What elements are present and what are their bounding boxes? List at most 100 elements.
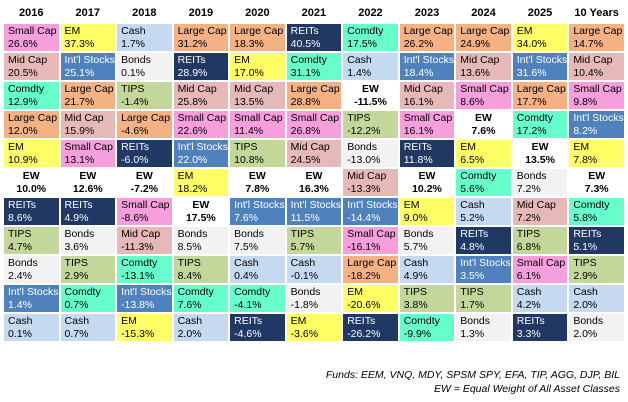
cell: TIPS 2.9% <box>567 254 626 285</box>
cell: Cash 2.0% <box>171 312 231 343</box>
asset-name: EM <box>403 198 420 211</box>
asset-name: REITs <box>234 314 263 327</box>
return-value: 1.4% <box>347 66 372 79</box>
asset-name: Mid Cap <box>516 198 556 211</box>
asset-name: Bonds <box>290 285 321 298</box>
footnote: Funds: EEM, VNQ, MDY, SPSM SPY, EFA, TIP… <box>325 369 620 381</box>
table-row: Int'l Stocks 1.4% Comdty 0.7% Int'l Stocks -1… <box>2 283 626 314</box>
cell: Large Cap 12.0% <box>2 109 61 140</box>
cell: Cash 5.2% <box>454 196 513 227</box>
return-value: -20.6% <box>347 298 381 311</box>
table-row: REITs 8.6% REITs 4.9% Small Cap -8.6% EW 17.5% I… <box>2 196 626 227</box>
asset-name: Large Cap <box>573 24 623 37</box>
cell: Mid Cap 15.9% <box>58 109 118 140</box>
asset-name: Int'l Stocks <box>177 140 229 153</box>
return-value: 7.2% <box>516 182 541 195</box>
return-value: 0.7% <box>64 298 89 311</box>
cell: EM 9.0% <box>397 196 457 227</box>
cell: Cash 4.2% <box>510 283 570 314</box>
return-value: 2.0% <box>573 298 598 311</box>
table-row: EW 10.0% EW 12.6% EW -7.2% EM 18.2% EW 7.8% EW 16.3… <box>2 167 626 198</box>
return-value: -4.6% <box>121 124 149 137</box>
cell: Bonds 2.4% <box>2 254 61 285</box>
cell: EW 7.8% <box>228 167 287 198</box>
cell: Mid Cap 13.6% <box>454 51 513 82</box>
cell: EW -7.2% <box>115 167 174 198</box>
asset-name: Large Cap <box>290 82 340 95</box>
return-value: -4.6% <box>234 327 262 340</box>
asset-name: REITs <box>347 314 376 327</box>
return-value: 18.4% <box>403 66 434 79</box>
table-row: EM 10.9% Small Cap 13.1% REITs -6.0% Int'l Sto… <box>2 138 626 169</box>
return-value: 31.6% <box>516 66 547 79</box>
return-value: -26.2% <box>347 327 381 340</box>
cell: Cash 1.7% <box>115 22 174 53</box>
cell: Comdty 17.5% <box>341 22 400 53</box>
return-value: -16.1% <box>347 240 381 253</box>
cell: Small Cap 26.8% <box>284 109 344 140</box>
cell: REITs -26.2% <box>341 312 400 343</box>
cell: REITs 40.5% <box>284 22 344 53</box>
return-value: 5.8% <box>573 211 598 224</box>
cell: Small Cap 16.1% <box>397 109 457 140</box>
asset-name: Int'l Stocks <box>573 111 624 124</box>
return-value: 10.4% <box>573 66 604 79</box>
return-value: 8.4% <box>177 269 202 282</box>
asset-name: Small Cap <box>516 256 566 269</box>
return-value: 20.5% <box>8 66 38 79</box>
asset-name: Large Cap <box>460 24 510 37</box>
return-value: 0.1% <box>121 66 145 79</box>
cell: TIPS -12.2% <box>341 109 400 140</box>
return-value: 3.3% <box>516 327 541 340</box>
return-value: 24.9% <box>460 37 491 50</box>
return-value: 5.7% <box>290 240 315 253</box>
asset-name: Small Cap <box>573 82 622 95</box>
cell: Int'l Stocks -13.8% <box>115 283 174 314</box>
column-header: 2024 <box>454 2 513 24</box>
cell: TIPS 8.4% <box>171 254 231 285</box>
cell: Small Cap -8.6% <box>115 196 174 227</box>
cell: Cash 0.7% <box>58 312 118 343</box>
asset-name: EM <box>234 53 250 66</box>
cell: Bonds 7.5% <box>228 225 287 256</box>
return-value: 8.5% <box>177 240 202 253</box>
return-value: 3.5% <box>460 269 485 282</box>
return-value: 11.8% <box>403 153 433 166</box>
return-value: 5.6% <box>460 182 485 195</box>
return-value: 9.0% <box>403 211 428 224</box>
return-value: -9.9% <box>403 327 432 340</box>
cell: REITs 11.8% <box>397 138 457 169</box>
return-value: 2.0% <box>573 327 598 340</box>
table-row: Mid Cap 20.5% Int'l Stocks 25.1% Bonds 0.1% RE… <box>2 51 626 82</box>
return-value: 13.5% <box>525 153 555 166</box>
table-row: Large Cap 12.0% Mid Cap 15.9% Large Cap -4.6%… <box>2 109 626 140</box>
return-value: 7.8% <box>245 182 270 195</box>
cell: Comdty 12.9% <box>2 80 61 111</box>
table-row: Small Cap 26.6% EM 37.3% Cash 1.7% Large Cap 31… <box>2 22 626 53</box>
asset-name: Small Cap <box>403 111 453 124</box>
asset-name: EW <box>588 169 606 182</box>
return-value: 17.0% <box>234 66 264 79</box>
return-value: 7.3% <box>584 182 609 195</box>
asset-name: Mid Cap <box>234 82 274 95</box>
asset-name: EW <box>361 82 379 95</box>
return-value: 6.8% <box>516 240 541 253</box>
asset-name: Large Cap <box>403 24 453 37</box>
return-value: 14.7% <box>573 37 604 50</box>
return-value: -13.0% <box>347 153 381 166</box>
cell: Large Cap 26.2% <box>397 22 457 53</box>
cell: Int'l Stocks 11.5% <box>284 196 344 227</box>
cell: Comdty 5.6% <box>454 167 513 198</box>
return-value: 21.7% <box>64 95 95 108</box>
return-value: 7.2% <box>516 211 541 224</box>
return-value: 37.3% <box>64 37 95 50</box>
asset-name: Cash <box>403 256 429 269</box>
cell: Small Cap 6.1% <box>510 254 570 285</box>
cell: Bonds -13.0% <box>341 138 400 169</box>
cell: Large Cap 31.2% <box>171 22 231 53</box>
cell: Large Cap 21.7% <box>58 80 118 111</box>
table-body: Small Cap 26.6% EM 37.3% Cash 1.7% Large Cap 31… <box>2 22 626 343</box>
asset-name: Large Cap <box>347 256 397 269</box>
asset-name: Small Cap <box>177 111 227 124</box>
